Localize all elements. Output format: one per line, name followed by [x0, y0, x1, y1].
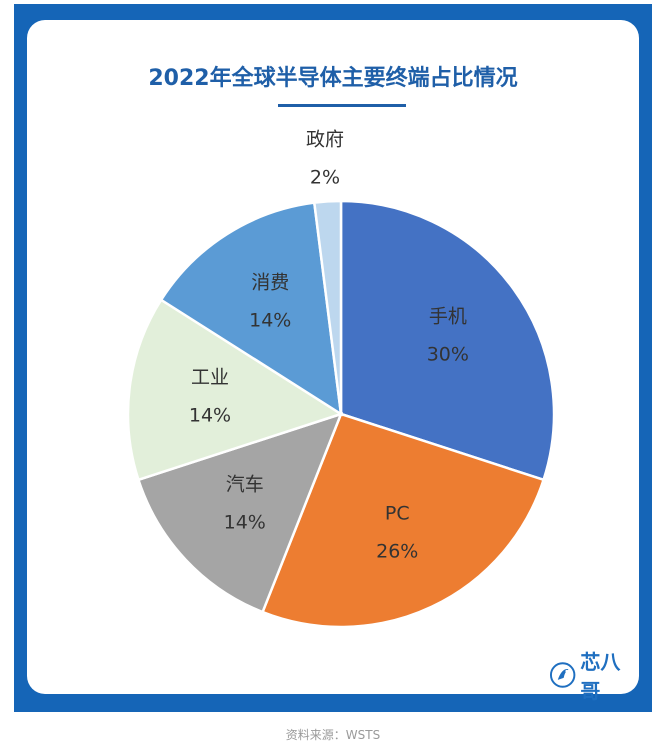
pie-chart: 手机 30% PC 26% 汽车 14% 工业 14% 消费 14% 政府 2% [126, 129, 556, 629]
slice-value-label-0: 30% [427, 343, 469, 365]
pie-slice-5 [312, 199, 343, 415]
slice-value-label-5: 2% [310, 167, 340, 189]
slice-name-label-3: 工业 [191, 366, 229, 388]
slice-name-label-4: 消费 [251, 271, 289, 293]
slice-name-label-5: 政府 [306, 129, 344, 151]
bird-logo-icon [549, 662, 576, 688]
pie-slice-4 [159, 201, 343, 417]
chart-card: 2022年全球半导体主要终端占比情况 手机 30% PC 26% 汽车 14% 工业 14% 消… [27, 20, 639, 703]
brand-logo: 芯八哥 [549, 650, 639, 703]
slice-value-label-2: 14% [224, 511, 266, 533]
pie-slice-1 [260, 412, 546, 629]
chart-title: 2022年全球半导体主要终端占比情况 [148, 66, 518, 91]
slice-value-label-3: 14% [189, 404, 231, 426]
slice-value-label-1: 26% [376, 540, 418, 562]
slice-value-label-4: 14% [249, 309, 291, 331]
title-underline [278, 104, 406, 107]
slice-name-label-0: 手机 [429, 305, 467, 327]
source-note: 资料来源：WSTS [285, 728, 381, 742]
pie-slice-3 [126, 298, 344, 482]
brand-name: 芯八哥 [580, 650, 621, 703]
slice-name-label-2: 汽车 [226, 473, 264, 495]
pie-slice-0 [339, 199, 556, 482]
slice-name-label-1: PC [385, 502, 410, 524]
